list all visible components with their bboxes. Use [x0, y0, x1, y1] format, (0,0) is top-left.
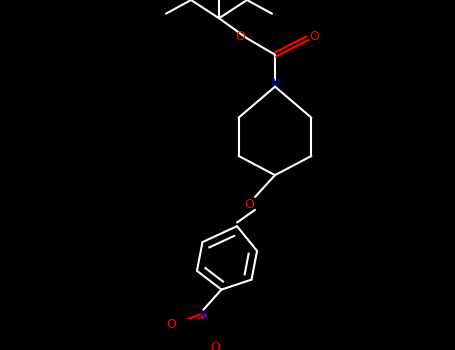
Text: O: O	[211, 342, 220, 350]
Text: O: O	[235, 30, 245, 43]
Text: O: O	[309, 30, 319, 43]
Text: O: O	[244, 198, 254, 211]
Text: N: N	[270, 77, 280, 90]
Text: N: N	[199, 310, 208, 323]
Text: O: O	[167, 318, 177, 331]
